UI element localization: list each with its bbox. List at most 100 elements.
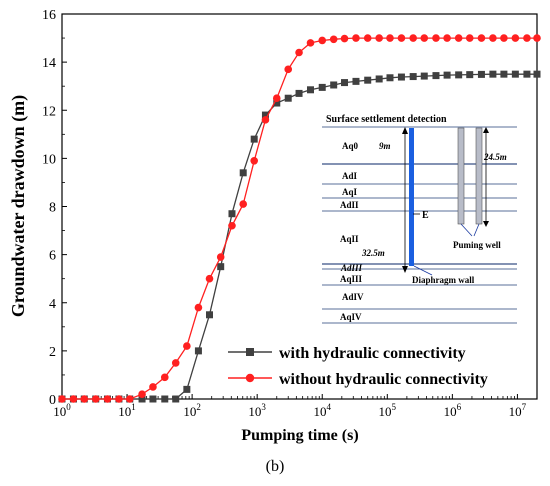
data-point <box>183 385 191 393</box>
data-point <box>183 342 191 350</box>
data-point <box>217 263 225 271</box>
data-point <box>329 35 338 44</box>
legend-label: without hydraulic connectivity <box>279 371 488 388</box>
wall-depth-arrowhead <box>402 266 408 273</box>
layer-label: AqIV <box>340 312 362 322</box>
data-point <box>171 359 180 367</box>
data-point <box>397 73 405 81</box>
diaphragm-wall <box>409 128 414 266</box>
y-tick-label: 6 <box>49 249 56 264</box>
pumping-well <box>475 127 483 225</box>
well-depth-label: 24.5m <box>483 152 507 162</box>
data-point <box>500 70 508 78</box>
well-label-arrow <box>473 223 480 237</box>
data-point <box>250 135 258 143</box>
layer-label: AqIII <box>340 274 363 284</box>
data-point <box>205 274 214 283</box>
data-point <box>341 79 349 87</box>
data-point <box>489 70 497 78</box>
x-axis-label: Pumping time (s) <box>241 427 358 444</box>
data-point <box>420 34 429 42</box>
x-axis-ticks: 100 101 102 103 104 105 106 107 <box>53 394 538 419</box>
data-point <box>228 221 236 230</box>
data-point <box>432 34 440 42</box>
y-tick-label: 12 <box>42 104 56 119</box>
data-point <box>443 71 451 79</box>
data-point <box>477 70 485 78</box>
data-point <box>261 111 269 119</box>
data-point <box>91 395 100 403</box>
well-label-arrow <box>460 223 473 237</box>
data-point <box>386 74 394 82</box>
data-point <box>250 156 259 165</box>
data-point <box>318 83 326 91</box>
data-point <box>239 200 248 208</box>
layer-label: Aq0 <box>342 141 359 151</box>
data-point <box>466 71 474 79</box>
data-point <box>115 395 123 403</box>
data-point <box>284 65 293 74</box>
data-point <box>352 77 360 85</box>
data-point <box>160 373 169 382</box>
point-e-label: E <box>422 210 429 221</box>
data-point <box>375 34 383 42</box>
y-tick-label: 0 <box>49 393 56 408</box>
pumping-well <box>457 127 465 225</box>
x-tick-label: 104 <box>313 402 331 419</box>
data-point <box>149 383 157 391</box>
data-point <box>455 71 463 79</box>
data-point <box>161 395 169 403</box>
data-point <box>58 395 66 403</box>
data-point <box>228 210 236 218</box>
data-point <box>194 347 202 355</box>
data-point <box>239 169 247 177</box>
layer-label: AqI <box>342 187 358 197</box>
y-tick-label: 4 <box>49 297 56 312</box>
x-tick-label: 105 <box>379 402 397 419</box>
data-point <box>273 99 281 107</box>
data-point <box>386 34 394 42</box>
data-point <box>261 116 270 124</box>
data-point <box>69 395 78 403</box>
data-point <box>375 75 383 83</box>
data-point <box>340 34 349 43</box>
y-tick-label: 2 <box>49 345 56 360</box>
data-point <box>420 72 428 80</box>
data-point <box>80 395 89 403</box>
data-series <box>58 34 541 403</box>
layer-label: AdI <box>342 171 358 181</box>
x-tick-label: 101 <box>118 402 136 419</box>
data-point <box>272 94 281 103</box>
wall-depth-arrowhead <box>402 127 408 134</box>
data-point <box>306 39 315 47</box>
x-tick-label: 103 <box>248 402 266 419</box>
data-point <box>523 34 531 42</box>
data-point <box>432 72 440 80</box>
data-point <box>443 34 451 42</box>
data-point <box>409 34 417 42</box>
data-point <box>284 94 292 102</box>
wall-label: Diaphragm wall <box>412 275 475 285</box>
x-tick-label: 107 <box>509 402 527 419</box>
data-point <box>125 395 134 403</box>
wall-label-arrow <box>413 265 433 276</box>
data-point <box>206 311 214 319</box>
data-point <box>149 395 157 403</box>
plot-frame <box>61 13 538 400</box>
data-point <box>172 395 180 403</box>
data-point <box>295 48 303 57</box>
data-point <box>330 81 338 89</box>
data-point <box>194 303 203 312</box>
data-point <box>523 70 531 78</box>
data-point <box>138 390 146 398</box>
figure-caption: (b) <box>265 458 285 475</box>
legend: with hydraulic connectivity without hydra… <box>228 345 488 388</box>
y-tick-label: 14 <box>42 56 56 71</box>
y-axis-label: Groundwater drawdown (m) <box>8 95 29 317</box>
data-point <box>138 395 146 403</box>
data-point <box>489 34 497 42</box>
wall-depth-label: 32.5m <box>361 248 385 258</box>
legend-marker <box>245 373 255 383</box>
data-point <box>397 34 406 42</box>
